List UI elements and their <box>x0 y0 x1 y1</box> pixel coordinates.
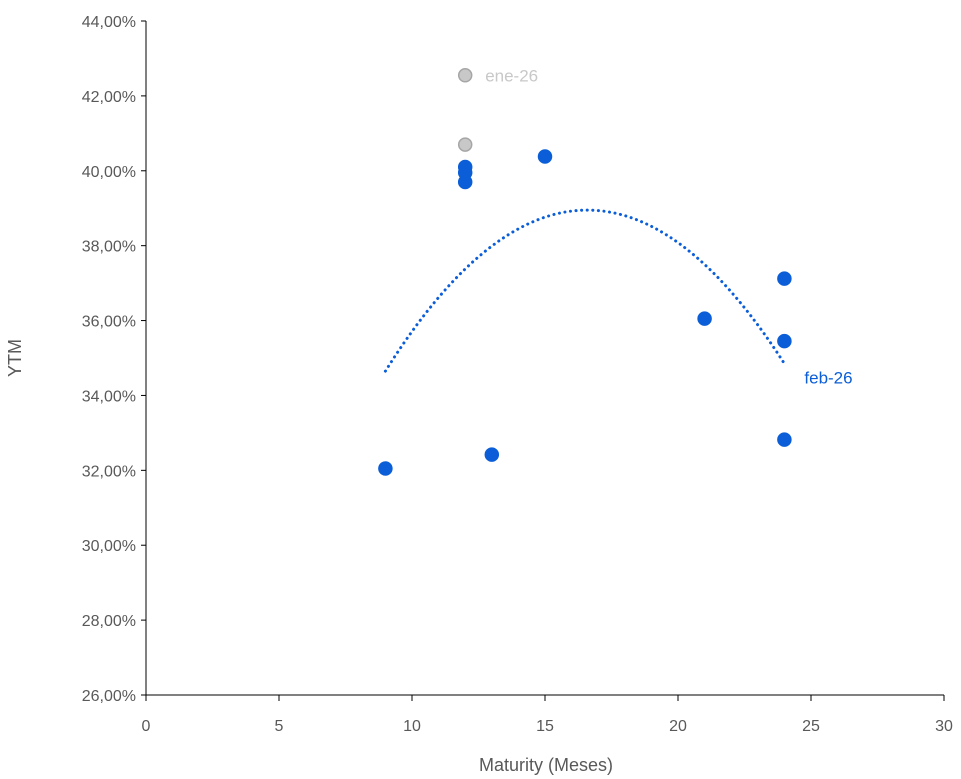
x-tick-label: 15 <box>536 718 554 735</box>
y-tick-label: 30,00% <box>82 538 136 555</box>
data-point-ene-26 <box>457 137 473 152</box>
data-point-feb-26 <box>777 432 792 447</box>
y-tick-label: 38,00% <box>82 239 136 256</box>
y-tick-label: 26,00% <box>82 688 136 705</box>
y-axis-title: YTM <box>5 339 25 377</box>
axes <box>145 21 944 696</box>
data-point-feb-26 <box>378 461 393 476</box>
y-tick-label: 34,00% <box>82 388 136 405</box>
y-tick-label: 32,00% <box>82 463 136 480</box>
series-label-ene-26: ene-26 <box>485 66 538 85</box>
series-labels: ene-26 feb-26 <box>485 66 852 387</box>
x-axis-title: Maturity (Meses) <box>479 755 613 775</box>
data-point-feb-26 <box>484 447 500 462</box>
x-tick-label: 10 <box>403 718 421 735</box>
y-tick-label: 40,00% <box>82 164 136 181</box>
data-point-feb-26 <box>537 149 553 164</box>
data-point-feb-26 <box>777 333 792 349</box>
y-tick-label: 44,00% <box>82 14 136 31</box>
data-point-feb-26 <box>457 174 473 190</box>
x-tick-label: 0 <box>142 718 151 735</box>
x-tick-label: 20 <box>669 718 687 735</box>
points-layer <box>378 68 792 476</box>
trendline-layer <box>383 208 786 373</box>
y-tick-label: 36,00% <box>82 314 136 331</box>
trendline-feb-26 <box>383 208 786 373</box>
data-point-ene-26 <box>457 68 473 83</box>
data-point-feb-26 <box>697 311 712 326</box>
x-tick-label: 25 <box>802 718 820 735</box>
data-point-feb-26 <box>777 271 792 286</box>
y-tick-label: 42,00% <box>82 89 136 106</box>
x-axis-ticks: 0 5 10 15 20 25 30 <box>142 695 953 735</box>
x-tick-label: 5 <box>275 718 284 735</box>
y-axis-ticks: 26,00% 28,00% 30,00% 32,00% 34,00% 36,00% 38,0… <box>82 14 146 705</box>
y-tick-label: 28,00% <box>82 613 136 630</box>
series-label-feb-26: feb-26 <box>804 369 852 388</box>
x-tick-label: 30 <box>935 718 953 735</box>
